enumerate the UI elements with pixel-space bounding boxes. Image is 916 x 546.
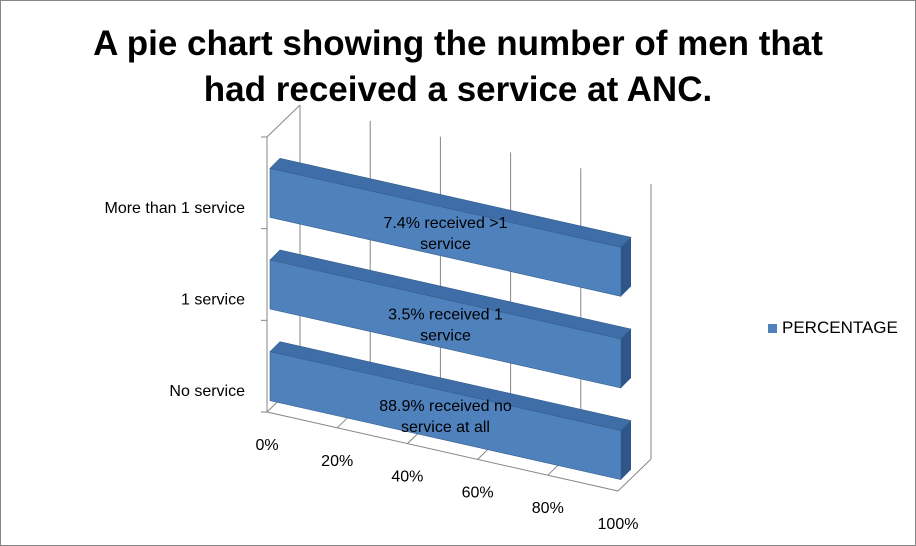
x-axis-line xyxy=(266,411,619,492)
bar-side-face xyxy=(621,237,631,297)
x-tick-label: 80% xyxy=(532,500,564,517)
legend-label: PERCENTAGE xyxy=(782,318,898,337)
x-tick-label: 40% xyxy=(391,469,423,486)
bars: 7.4% received >1 service 3.5% received 1 se… xyxy=(269,158,632,481)
bar-side-face xyxy=(621,420,631,480)
x-tick-label: 60% xyxy=(462,484,494,501)
bar-group: 88.9% received no service at all xyxy=(269,341,632,481)
legend-swatch xyxy=(768,323,777,333)
bar-side-face xyxy=(621,329,631,388)
legend: PERCENTAGE xyxy=(768,318,898,338)
data-label: 88.9% received no service at all xyxy=(379,398,512,436)
x-tick-label: 100% xyxy=(598,516,639,533)
bar-group: 3.5% received 1 service xyxy=(269,249,632,389)
gridlines xyxy=(266,105,652,492)
floor-gridline xyxy=(617,458,652,492)
data-label: 7.4% received >1 service xyxy=(383,215,507,253)
y-tick-label: 1 service xyxy=(181,292,245,309)
bar-group: 7.4% received >1 service xyxy=(269,158,632,297)
x-tick-label: 0% xyxy=(255,437,278,454)
y-tick-label: More than 1 service xyxy=(104,200,245,217)
chart-title: A pie chart showing the number of men th… xyxy=(93,24,823,109)
wall-top-edge xyxy=(266,104,301,138)
y-tick-label: No service xyxy=(169,383,245,400)
data-label: 3.5% received 1 service xyxy=(388,307,503,345)
axes: 0% 20% 40% 60% 80% 100% More than 1 service 1 s… xyxy=(104,104,639,533)
x-tick-label: 20% xyxy=(321,453,353,470)
